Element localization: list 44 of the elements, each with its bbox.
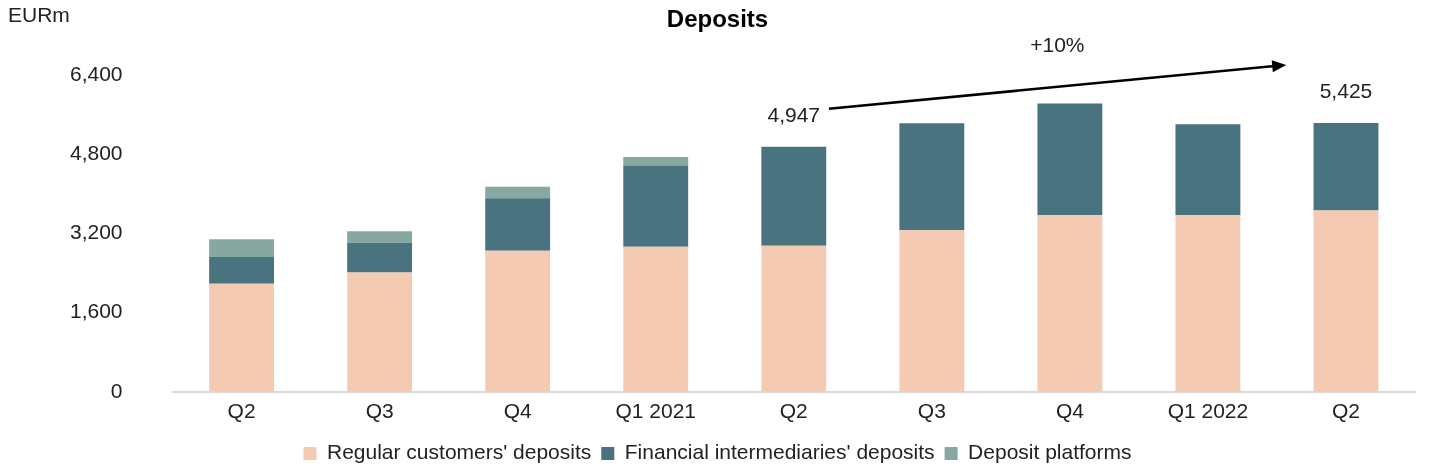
total-label: 4,947 [767,103,821,127]
bar [1313,210,1379,392]
bar [209,239,275,258]
bar [1037,214,1103,392]
bar [209,257,275,284]
x-tick-label: Q2 [1331,399,1360,423]
legend-label: Deposit platforms [968,440,1132,464]
bar [623,165,689,247]
x-tick-label: Q4 [503,399,532,423]
bar [347,242,413,273]
bar [347,231,413,243]
bar [209,283,275,392]
bar [761,245,827,392]
x-tick-label: Q4 [1055,399,1085,423]
y-tick-label: 6,400 [69,61,123,85]
bar [347,272,413,392]
x-tick-label: Q1 2021 [615,399,697,423]
bar [761,146,827,246]
bar [485,250,551,392]
bar [1175,214,1241,392]
y-tick-label: 3,200 [69,220,123,244]
bar [485,198,551,251]
x-tick-label: Q3 [917,399,946,423]
bar [1175,124,1241,215]
bar [1313,123,1379,211]
y-axis-title: EURm [8,3,70,27]
x-tick-label: Q2 [779,399,808,423]
x-tick-label: Q2 [227,399,256,423]
x-tick-label: Q3 [365,399,394,423]
text: +10% [1030,33,1085,57]
x-tick-label: Q1 2022 [1167,399,1249,423]
bar [623,246,689,392]
chart-title: Deposits [666,5,769,33]
bar [1037,103,1103,215]
bar [899,230,965,392]
legend-label: Financial intermediaries' deposits [624,440,935,464]
y-tick-label: 1,600 [69,299,123,323]
legend-label: Regular customers' deposits [326,440,592,464]
y-tick-label: 0 [110,378,123,402]
bar [623,157,689,166]
total-label: 5,425 [1319,79,1373,103]
bar [485,186,551,199]
y-tick-label: 4,800 [69,140,123,164]
bar [899,123,965,231]
